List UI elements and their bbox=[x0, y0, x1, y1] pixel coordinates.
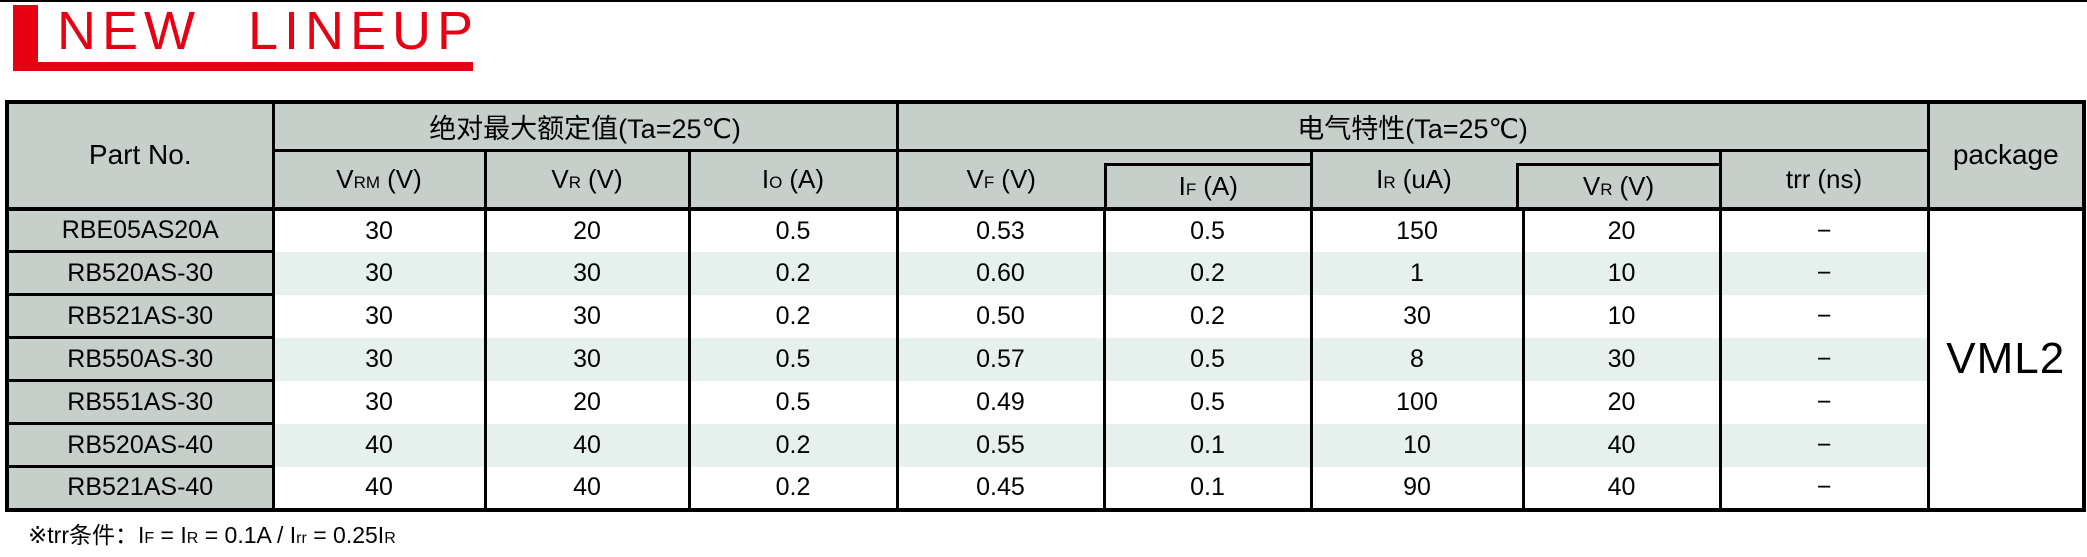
package-value-cell: VML2 bbox=[1926, 208, 2085, 510]
col-header-io: IO (A) bbox=[687, 148, 899, 211]
table-cell: − bbox=[1718, 251, 1930, 295]
table-cell: 0.5 bbox=[1102, 380, 1313, 424]
table-row: RB551AS-30 30 20 0.5 0.49 0.5 100 20 − bbox=[5, 379, 2084, 425]
table-cell: 30 bbox=[271, 380, 487, 424]
table-cell: 20 bbox=[1521, 208, 1722, 252]
part-no-cell: RBE05AS20A bbox=[5, 207, 275, 253]
table-cell: 0.55 bbox=[895, 423, 1106, 467]
table-cell: 10 bbox=[1521, 294, 1722, 338]
table-cell: 100 bbox=[1309, 380, 1525, 424]
red-accent-bar bbox=[13, 5, 38, 70]
col-header-vrm: VRM (V) bbox=[271, 148, 487, 211]
table-cell: − bbox=[1718, 294, 1930, 338]
if-condition-box: IF (A) bbox=[1104, 162, 1310, 207]
table-cell: 30 bbox=[271, 337, 487, 381]
table-cell: 30 bbox=[483, 294, 691, 338]
col-header-vr: VR (V) bbox=[483, 148, 691, 211]
table-cell: 0.60 bbox=[895, 251, 1106, 295]
red-underline bbox=[13, 62, 473, 71]
table-row: RBE05AS20A 30 20 0.5 0.53 0.5 150 20 − V… bbox=[5, 207, 2085, 510]
table-row: RB550AS-30 30 30 0.5 0.57 0.5 8 30 − bbox=[5, 336, 2084, 382]
part-no-cell: RB521AS-30 bbox=[5, 293, 275, 339]
electrical-characteristics-header: 电气特性(Ta=25℃) bbox=[895, 100, 1930, 152]
table-cell: 20 bbox=[483, 208, 691, 252]
table-cell: 20 bbox=[483, 380, 691, 424]
table-cell: 10 bbox=[1309, 423, 1525, 467]
package-header: package bbox=[1926, 100, 2086, 211]
table-cell: 30 bbox=[271, 251, 487, 295]
part-no-cell: RB551AS-30 bbox=[5, 379, 275, 425]
table-cell: − bbox=[1718, 466, 1930, 510]
table-cell: 0.2 bbox=[1102, 294, 1313, 338]
table-cell: 0.57 bbox=[895, 337, 1106, 381]
table-cell: − bbox=[1718, 423, 1930, 467]
table-cell: 0.49 bbox=[895, 380, 1106, 424]
table-cell: 90 bbox=[1309, 466, 1525, 510]
lineup-spec-table: Part No. 绝对最大额定值(Ta=25℃) 电气特性(Ta=25℃) pa… bbox=[5, 100, 2087, 512]
part-no-cell: RB520AS-30 bbox=[5, 250, 275, 296]
table-cell: 40 bbox=[1521, 423, 1722, 467]
table-cell: − bbox=[1718, 208, 1930, 252]
table-cell: 0.1 bbox=[1102, 423, 1313, 467]
table-cell: 10 bbox=[1521, 251, 1722, 295]
table-cell: 30 bbox=[1521, 337, 1722, 381]
top-border-line bbox=[0, 0, 2087, 2]
table-cell: 20 bbox=[1521, 380, 1722, 424]
table-cell: 30 bbox=[1309, 294, 1525, 338]
table-cell: 40 bbox=[483, 423, 691, 467]
table-cell: 0.2 bbox=[687, 423, 899, 467]
part-no-cell: RB521AS-40 bbox=[5, 465, 275, 511]
table-cell: 0.50 bbox=[895, 294, 1106, 338]
header-group-row: Part No. 绝对最大额定值(Ta=25℃) 电气特性(Ta=25℃) pa… bbox=[5, 100, 2086, 211]
table-cell: 40 bbox=[271, 423, 487, 467]
table-cell: 0.2 bbox=[687, 294, 899, 338]
table-cell: 0.53 bbox=[895, 208, 1106, 252]
part-no-header: Part No. bbox=[5, 100, 275, 211]
table-cell: 30 bbox=[271, 294, 487, 338]
table-cell: 0.2 bbox=[1102, 251, 1313, 295]
col-header-vf-if: VF (V) IF (A) bbox=[895, 148, 1313, 211]
col-header-ir-vr: IR (uA) VR (V) bbox=[1309, 148, 1722, 211]
table-cell: 30 bbox=[483, 337, 691, 381]
table-row: RB521AS-40 40 40 0.2 0.45 0.1 90 40 − bbox=[5, 465, 2084, 511]
vr-condition-box: VR (V) bbox=[1515, 162, 1719, 207]
new-lineup-header: NEW LINEUP bbox=[0, 0, 1100, 78]
table-cell: 40 bbox=[1521, 466, 1722, 510]
table-row: RB520AS-40 40 40 0.2 0.55 0.1 10 40 − bbox=[5, 422, 2084, 468]
table-cell: 40 bbox=[271, 466, 487, 510]
table-cell: 0.2 bbox=[687, 251, 899, 295]
table-row: RB520AS-30 30 30 0.2 0.60 0.2 1 10 − bbox=[5, 250, 2084, 296]
header-sub-row: VRM (V) VR (V) IO (A) VF (V) IF (A) bbox=[7, 148, 2084, 211]
table-cell: 8 bbox=[1309, 337, 1525, 381]
col-header-trr: trr (ns) bbox=[1718, 148, 1930, 211]
table-cell: 0.45 bbox=[895, 466, 1106, 510]
table-cell: − bbox=[1718, 337, 1930, 381]
table-cell: 0.1 bbox=[1102, 466, 1313, 510]
note-text: ※trr条件：I bbox=[28, 522, 145, 548]
page-title: NEW LINEUP bbox=[57, 1, 480, 61]
table-cell: 40 bbox=[483, 466, 691, 510]
table-cell: 30 bbox=[483, 251, 691, 295]
part-no-cell: RB520AS-40 bbox=[5, 422, 275, 468]
table-cell: 30 bbox=[271, 208, 487, 252]
table-cell: 0.5 bbox=[1102, 337, 1313, 381]
table-cell: 150 bbox=[1309, 208, 1525, 252]
abs-max-ratings-header: 绝对最大额定值(Ta=25℃) bbox=[271, 100, 899, 152]
table-cell: 0.5 bbox=[687, 208, 899, 252]
part-no-cell: RB550AS-30 bbox=[5, 336, 275, 382]
table-cell: 1 bbox=[1309, 251, 1525, 295]
table-cell: 0.5 bbox=[687, 337, 899, 381]
table-cell: 0.5 bbox=[687, 380, 899, 424]
table-cell: 0.5 bbox=[1102, 208, 1313, 252]
table-row: RB521AS-30 30 30 0.2 0.50 0.2 30 10 − bbox=[5, 293, 2084, 339]
table-cell: 0.2 bbox=[687, 466, 899, 510]
trr-condition-note: ※trr条件：IF = IR = 0.1A / Irr = 0.25IR bbox=[28, 522, 396, 548]
table-cell: − bbox=[1718, 380, 1930, 424]
